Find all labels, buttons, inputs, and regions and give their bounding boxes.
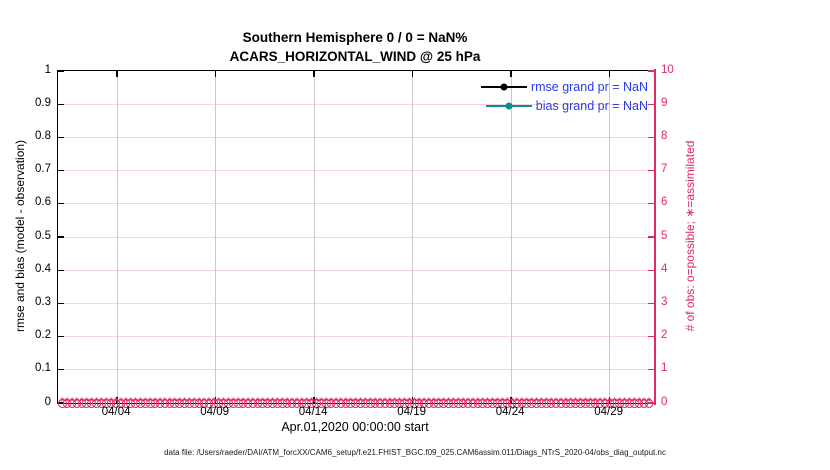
obs-marker-o-and-asterisk <box>644 399 654 408</box>
right-tick <box>648 169 654 172</box>
left-tick <box>58 136 64 139</box>
right-tick-label: 1 <box>661 362 668 375</box>
v-gridline <box>313 71 315 403</box>
data-file-path: data file: /Users/raeder/DAI/ATM_forcXX/… <box>164 448 666 457</box>
legend-marker-dot <box>505 102 513 110</box>
x-tick-label: 04/19 <box>397 406 427 418</box>
right-tick <box>648 103 654 105</box>
left-tick <box>58 70 64 72</box>
right-tick-label: 0 <box>661 395 668 408</box>
legend-label: bias grand pr = NaN <box>535 99 648 113</box>
left-tick <box>58 169 64 172</box>
h-gridline <box>58 302 654 304</box>
left-tick-label: 0.3 <box>35 295 51 308</box>
left-tick <box>58 269 64 271</box>
v-gridline <box>215 71 217 403</box>
top-tick <box>608 71 611 77</box>
left-tick-label: 0.5 <box>35 229 51 242</box>
right-tick <box>648 70 654 72</box>
legend: rmse grand pr = NaN bias grand pr = NaN <box>480 79 648 114</box>
chart-title-line2: ACARS_HORIZONTAL_WIND @ 25 hPa <box>229 49 481 64</box>
right-tick-label: 5 <box>661 229 668 242</box>
left-tick-label: 0.7 <box>35 163 51 176</box>
right-tick-label: 3 <box>661 295 668 308</box>
right-tick-label: 6 <box>661 196 668 209</box>
legend-marker-dot <box>500 83 508 91</box>
v-gridline <box>412 71 414 403</box>
top-tick <box>510 71 512 77</box>
left-tick-label: 0.8 <box>35 129 51 142</box>
right-tick <box>648 236 654 238</box>
left-tick-label: 0.4 <box>35 262 51 275</box>
x-tick-label: 04/04 <box>101 406 131 418</box>
right-tick <box>648 203 654 205</box>
left-tick <box>58 302 64 305</box>
legend-row: rmse grand pr = NaN <box>480 79 648 95</box>
right-axis-spine <box>654 69 656 405</box>
right-tick-label: 10 <box>661 63 674 76</box>
h-gridline <box>58 369 654 371</box>
right-tick-label: 7 <box>661 163 668 176</box>
legend-label: rmse grand pr = NaN <box>530 80 648 94</box>
x-tick-label: 04/24 <box>495 406 525 418</box>
top-tick <box>214 71 217 77</box>
chart-title-line1: Southern Hemisphere 0 / 0 = NaN% <box>242 30 468 45</box>
legend-line-sample <box>480 83 527 91</box>
left-tick-label: 0.2 <box>35 329 51 342</box>
right-tick-label: 9 <box>661 96 668 109</box>
h-gridline <box>58 136 654 138</box>
top-tick <box>313 71 315 77</box>
left-tick-label: 0.1 <box>35 362 51 375</box>
top-tick <box>411 71 414 77</box>
right-tick-label: 8 <box>661 129 668 142</box>
top-tick <box>116 71 118 77</box>
left-tick-label: 0 <box>44 395 51 408</box>
left-tick <box>58 236 64 238</box>
h-gridline <box>58 203 654 205</box>
right-tick-label: 4 <box>661 262 668 275</box>
x-tick-label: 04/29 <box>594 406 624 418</box>
left-tick-label: 0.6 <box>35 196 51 209</box>
right-tick <box>648 269 654 271</box>
h-gridline <box>58 269 654 271</box>
left-tick <box>58 103 64 105</box>
legend-row: bias grand pr = NaN <box>481 98 648 114</box>
right-tick <box>648 302 654 305</box>
x-tick-label: 04/14 <box>298 406 328 418</box>
x-axis-label: Apr.01,2020 00:00:00 start <box>281 420 429 434</box>
x-tick-label: 04/09 <box>200 406 229 418</box>
left-tick <box>58 369 64 371</box>
left-tick-label: 1 <box>44 63 51 76</box>
right-tick <box>648 136 654 139</box>
h-gridline <box>58 236 654 238</box>
plot-area: rmse grand pr = NaN bias grand pr = NaN <box>57 69 656 408</box>
v-gridline <box>510 71 512 403</box>
v-gridline <box>609 71 611 403</box>
left-tick <box>58 335 64 338</box>
right-tick <box>648 369 654 371</box>
right-tick <box>648 335 654 338</box>
right-tick-label: 2 <box>661 329 668 342</box>
left-tick <box>58 203 64 205</box>
h-gridline <box>58 336 654 338</box>
v-gridline <box>116 71 118 403</box>
h-gridline <box>58 103 654 105</box>
h-gridline <box>58 170 654 172</box>
right-axis-label: # of obs: o=possible; ∗=assimilated <box>683 140 697 332</box>
legend-line-sample <box>485 102 532 110</box>
left-tick-label: 0.9 <box>35 96 51 109</box>
